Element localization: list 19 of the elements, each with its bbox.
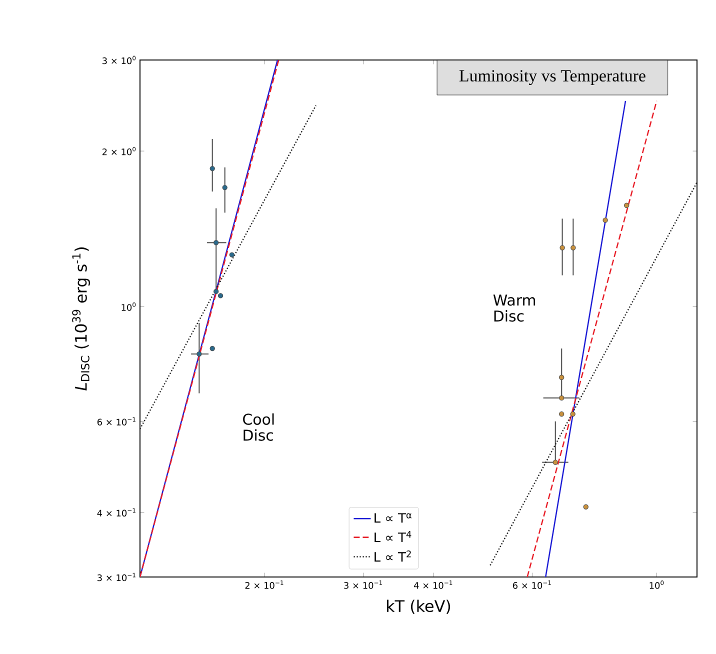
legend-label: L ∝ T$^{2}$ [374, 550, 411, 562]
x-tick-label: 4 × 10$^{−1}$ [414, 580, 452, 589]
text: Luminosity vs Temperature [459, 70, 646, 86]
legend-label: L ∝ T$^{4}$ [374, 531, 412, 542]
x-tick-label: 6 × 10$^{−1}$ [512, 580, 551, 589]
y-tick-label: 6 × 10$^{−1}$ [97, 417, 136, 426]
y-tick-label: 10$^{0}$ [122, 302, 136, 311]
y-axis-title: L$_{DISC}$ (10$^{39}$ erg s$^{-1}$) [72, 247, 90, 391]
x-axis-title: kT (keV) [387, 600, 450, 614]
x-tick-label: 10$^{0}$ [650, 580, 664, 589]
annotation: Cool Disc [243, 413, 274, 441]
x-tick-label: 2 × 10$^{−1}$ [245, 580, 284, 589]
legend-label: L ∝ T$^{α}$ [374, 513, 412, 523]
x-tick-label: 3 × 10$^{−1}$ [344, 580, 382, 589]
y-tick-label: 3 × 10$^{0}$ [102, 56, 136, 64]
y-tick-label: 3 × 10$^{−1}$ [98, 572, 136, 582]
annotation: Warm Disc [493, 294, 536, 322]
y-tick-label: 2 × 10$^{0}$ [102, 146, 136, 156]
y-tick-label: 4 × 10$^{−1}$ [97, 508, 136, 517]
